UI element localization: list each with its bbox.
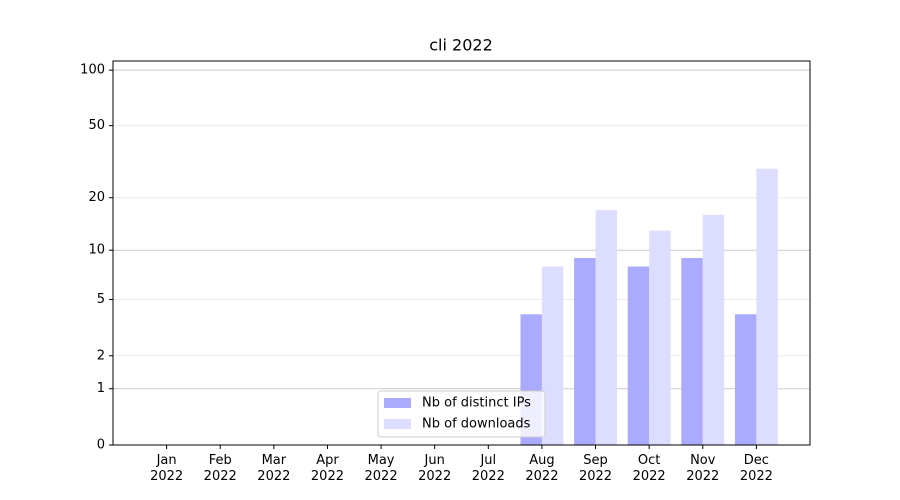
y-tick-label: 2	[97, 348, 105, 363]
y-tick-label: 1	[97, 381, 105, 396]
x-tick-label: Feb 2022	[203, 453, 237, 484]
x-tick-label: Nov 2022	[686, 453, 720, 484]
y-tick-label: 100	[80, 63, 105, 78]
chart-title: cli 2022	[429, 36, 493, 55]
bar	[595, 210, 617, 445]
bar	[756, 168, 778, 445]
plot-frame	[112, 60, 811, 446]
x-tick-label: Dec 2022	[739, 453, 773, 484]
x-tick-label: Jan 2022	[150, 453, 184, 484]
y-tick-label: 5	[97, 292, 105, 307]
legend-swatch	[384, 398, 411, 408]
y-tick-label: 20	[88, 190, 105, 205]
x-tick-label: Apr 2022	[310, 453, 344, 484]
legend-label: Nb of downloads	[422, 417, 531, 432]
legend: Nb of distinct IPs Nb of downloads	[377, 390, 546, 438]
y-tick-label: 0	[97, 438, 105, 453]
y-tick-label: 10	[88, 243, 105, 258]
x-tick-label: Oct 2022	[632, 453, 666, 484]
x-tick-label: Jun 2022	[418, 453, 452, 484]
x-tick-label: Mar 2022	[257, 453, 291, 484]
bar	[734, 314, 757, 445]
bar	[627, 266, 650, 445]
legend-label: Nb of distinct IPs	[422, 396, 531, 411]
legend-box	[377, 390, 546, 438]
bar	[574, 257, 596, 445]
bar	[649, 230, 671, 445]
bar	[702, 214, 725, 445]
bar	[541, 266, 564, 445]
bar	[681, 257, 703, 445]
legend-swatch	[384, 419, 411, 429]
grid	[113, 69, 810, 446]
x-tick-label: May 2022	[364, 453, 398, 484]
x-tick-label: Sep 2022	[578, 453, 613, 484]
x-tick-label: Aug 2022	[525, 453, 559, 484]
y-tick-label: 50	[88, 118, 105, 133]
x-tick-label: Jul 2022	[471, 453, 505, 484]
